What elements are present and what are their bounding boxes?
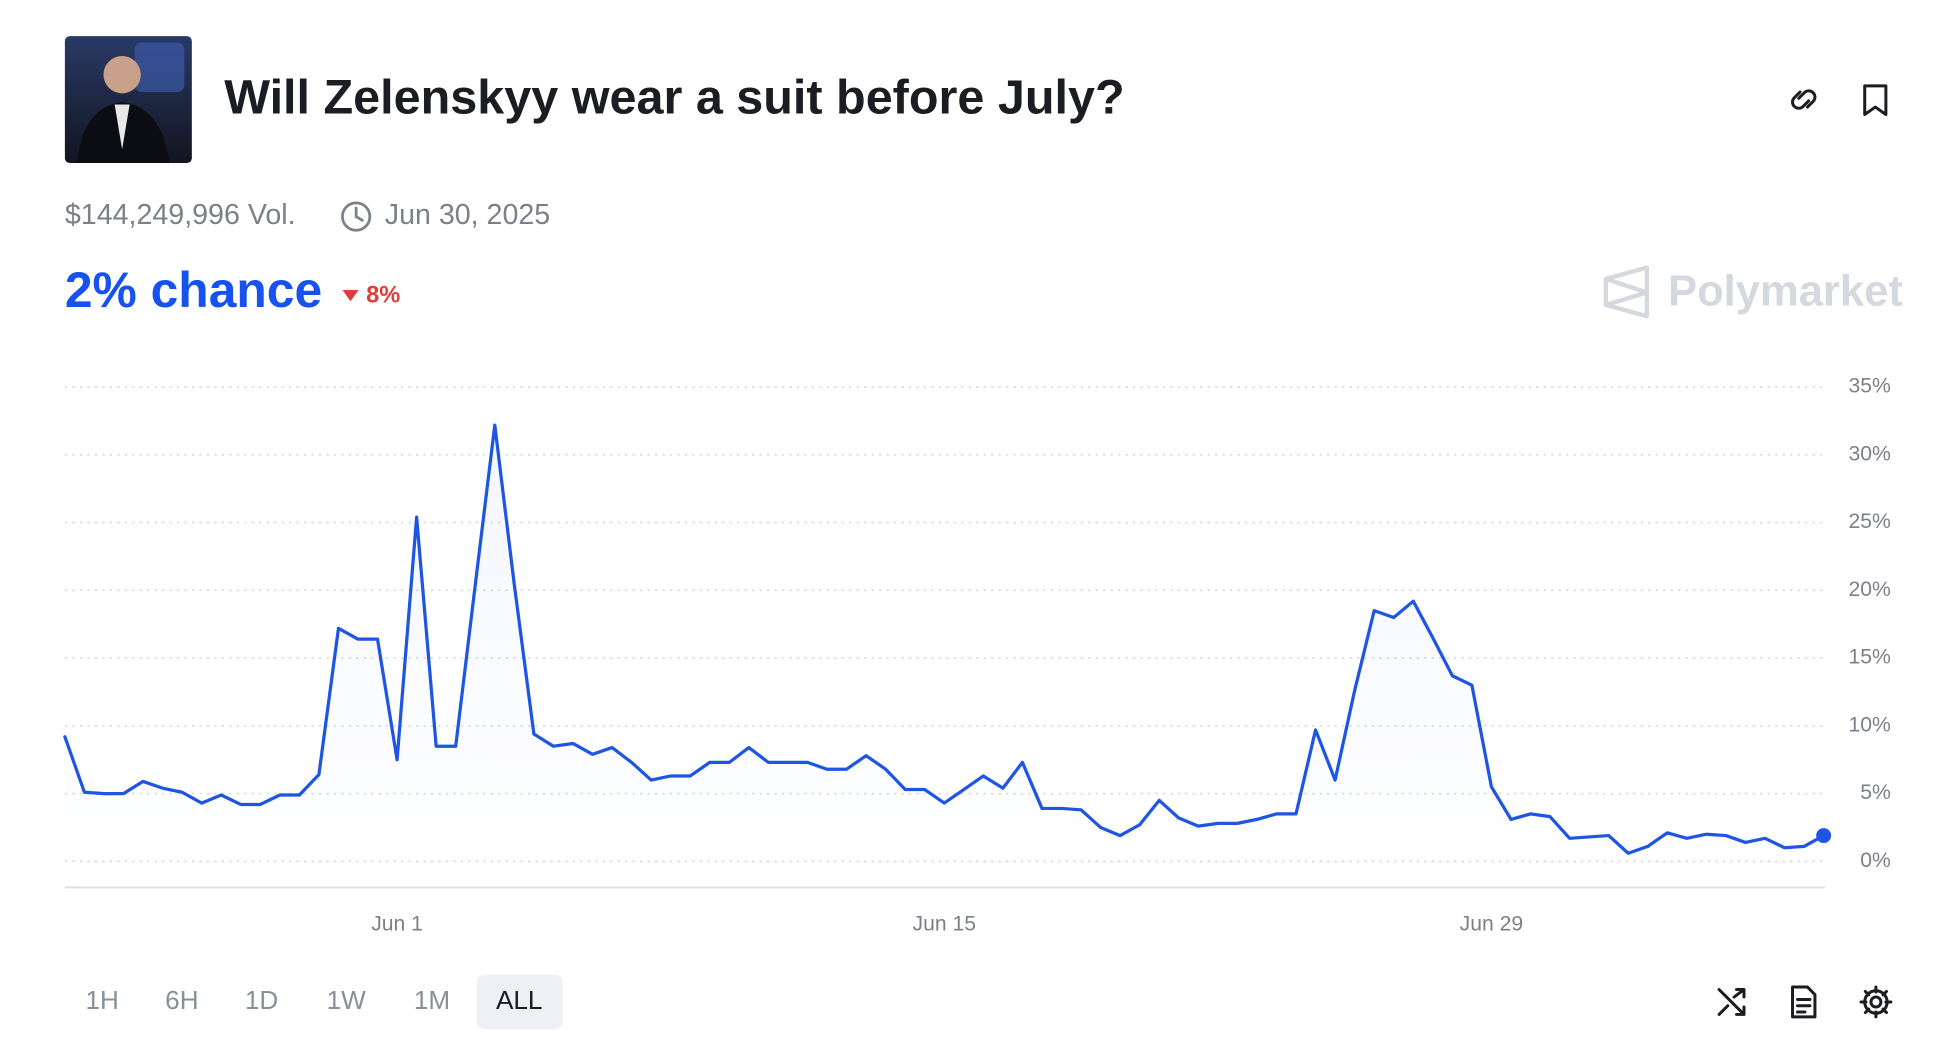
x-tick-label: Jun 29 (1460, 912, 1524, 935)
bookmark-button[interactable] (1863, 84, 1888, 117)
rules-button[interactable] (1791, 985, 1817, 1019)
range-button[interactable]: ALL (496, 985, 542, 1015)
y-tick-label: 35% (1849, 375, 1892, 398)
x-tick-label: Jun 15 (912, 912, 976, 935)
range-controls: 1H 6H 1D 1W 1M ALL (86, 974, 563, 1030)
settings-button[interactable] (1859, 985, 1893, 1019)
y-tick-label: 15% (1849, 646, 1892, 669)
down-arrow (342, 290, 359, 302)
range-selected-bg (476, 974, 563, 1030)
chart: 0% 5% 10% 15% 20% 25% 30% 35% Jun 1 Jun 15 Jun 29 (63, 375, 1892, 935)
market-title: Will Zelenskyy wear a suit before July? (224, 71, 1124, 125)
price-line (63, 423, 1826, 855)
shuffle-button[interactable] (1717, 988, 1746, 1016)
last-point (1816, 828, 1832, 844)
range-button[interactable]: 1H (86, 985, 119, 1015)
volume: $144,249,996 Vol. (65, 199, 296, 231)
change: 8% (366, 282, 400, 308)
y-tick-label: 0% (1860, 849, 1891, 872)
line-area (64, 425, 1824, 888)
copy-link-button[interactable] (1791, 89, 1817, 110)
y-tick-label: 10% (1849, 713, 1892, 736)
brand-name: Polymarket (1668, 267, 1903, 315)
y-tick-label: 25% (1849, 510, 1892, 533)
range-button[interactable]: 1M (414, 985, 450, 1015)
range-button[interactable]: 6H (165, 985, 198, 1015)
y-tick-label: 20% (1849, 578, 1892, 601)
y-tick-label: 30% (1849, 442, 1892, 465)
range-button[interactable]: 1D (245, 985, 278, 1015)
market-thumbnail (64, 36, 192, 164)
end-date: Jun 30, 2025 (385, 199, 550, 231)
y-tick-label: 5% (1860, 781, 1891, 804)
chance: 2% chance (65, 262, 322, 318)
clock-icon (341, 201, 372, 232)
brand-logo (1603, 265, 1650, 319)
x-tick-label: Jun 1 (371, 912, 423, 935)
range-button[interactable]: 1W (327, 985, 367, 1015)
